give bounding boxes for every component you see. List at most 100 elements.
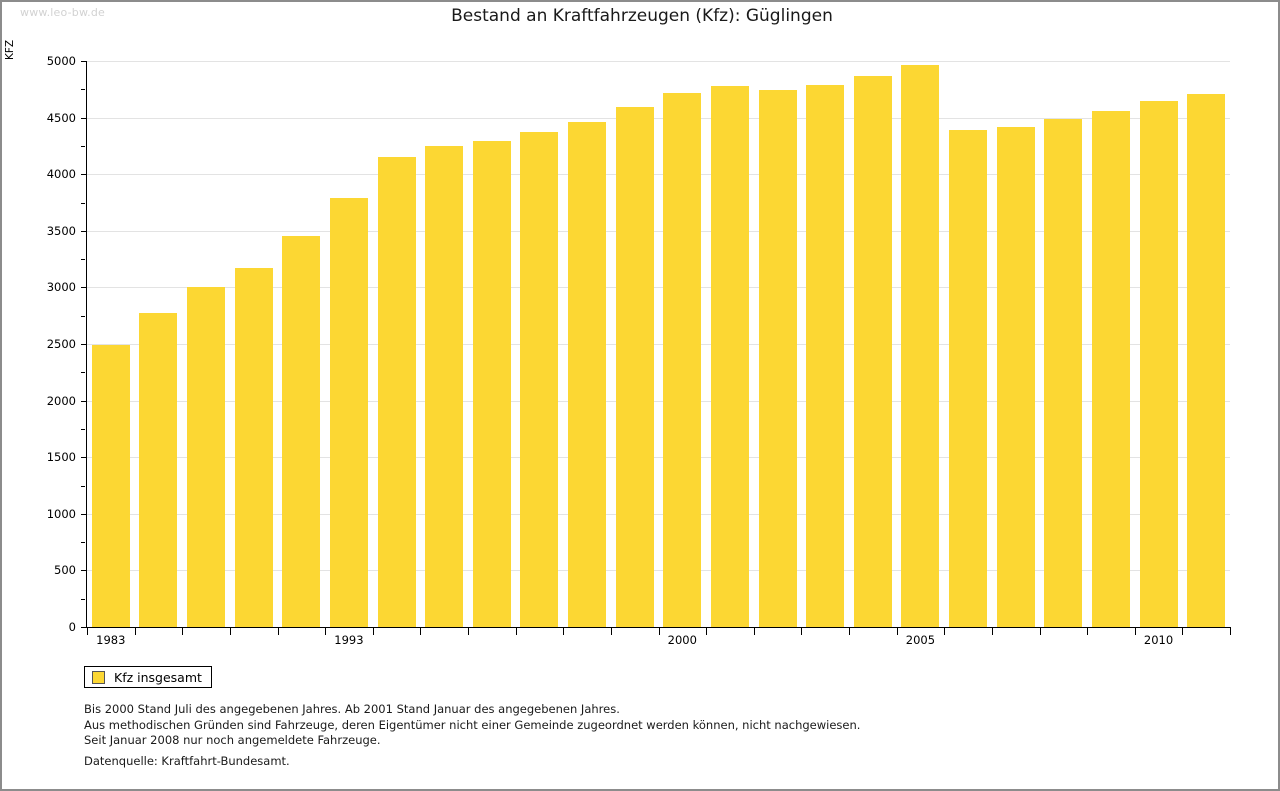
x-axis-tick — [277, 628, 279, 635]
bar[interactable] — [187, 287, 226, 627]
x-axis-tick-label: 1983 — [96, 633, 126, 647]
bar[interactable] — [139, 313, 178, 627]
gridline — [87, 457, 1230, 459]
legend[interactable]: Kfz insgesamt — [84, 666, 212, 688]
y-axis-tick-label: 3500 — [46, 223, 76, 238]
x-axis-tick — [229, 628, 231, 635]
y-axis-tick-label: 1500 — [46, 450, 76, 465]
x-axis-tick — [849, 628, 850, 635]
x-axis-tick — [325, 628, 327, 635]
footnote-line: Seit Januar 2008 nur noch angemeldete Fa… — [84, 733, 381, 747]
y-axis-tick — [81, 61, 87, 62]
gridline — [87, 230, 1230, 232]
y-axis-title: KFZ — [4, 39, 16, 60]
gridline — [87, 174, 1230, 176]
y-axis-tick — [81, 344, 87, 345]
bar[interactable] — [329, 197, 368, 627]
x-axis-tick — [372, 628, 374, 635]
bar[interactable] — [758, 90, 797, 627]
y-axis-tick-label: 500 — [54, 563, 76, 578]
y-axis-tick-label: 5000 — [46, 54, 76, 68]
x-axis-tick — [896, 628, 898, 635]
y-axis-tick — [81, 400, 87, 402]
x-axis-tick-label: 2005 — [905, 633, 936, 647]
bar[interactable] — [91, 345, 130, 627]
x-axis-tick — [801, 628, 803, 635]
bar[interactable] — [710, 86, 749, 627]
bar[interactable] — [1091, 110, 1130, 627]
bar[interactable] — [901, 64, 940, 627]
y-axis-tick — [81, 117, 87, 119]
x-axis-tick — [753, 628, 755, 635]
y-axis-tick-label: 3000 — [46, 280, 76, 295]
y-axis-minor-tick — [81, 145, 85, 147]
x-axis-tick — [420, 628, 422, 635]
y-axis-tick — [81, 230, 87, 232]
x-axis-tick — [1230, 628, 1231, 635]
y-axis-minor-tick — [81, 428, 85, 430]
gridline — [87, 344, 1230, 345]
y-axis-tick-label: 0 — [68, 620, 76, 634]
x-axis-tick — [468, 628, 469, 635]
y-axis-minor-tick — [81, 315, 85, 317]
x-axis-tick — [182, 628, 184, 635]
bar[interactable] — [1139, 100, 1178, 627]
bar[interactable] — [472, 141, 511, 627]
y-axis-minor-tick — [81, 542, 85, 544]
bar[interactable] — [996, 126, 1035, 627]
page-title: Bestand an Kraftfahrzeugen (Kfz): Güglin… — [451, 6, 833, 26]
legend-swatch-icon — [92, 670, 105, 684]
x-axis-line — [86, 627, 1231, 628]
y-axis-minor-tick — [81, 259, 85, 261]
x-axis-tick-label: 1993 — [334, 633, 364, 647]
bar[interactable] — [806, 85, 845, 627]
bar[interactable] — [663, 92, 702, 627]
gridline — [87, 61, 1230, 62]
watermark: www.leo-bw.de — [20, 6, 106, 19]
x-axis-tick — [1134, 628, 1136, 635]
gridline — [87, 570, 1230, 572]
y-axis-tick — [81, 174, 87, 176]
bar[interactable] — [853, 75, 892, 627]
bar[interactable] — [425, 145, 464, 627]
x-axis-tick — [515, 628, 517, 635]
y-axis-tick-label: 2000 — [46, 393, 76, 408]
data-source: Datenquelle: Kraftfahrt-Bundesamt. — [84, 754, 290, 768]
bar[interactable] — [520, 131, 559, 627]
x-axis-tick — [991, 628, 993, 635]
y-axis-minor-tick — [81, 598, 85, 600]
x-axis-tick — [87, 628, 88, 635]
y-axis-tick-label: 2500 — [46, 337, 76, 351]
bar[interactable] — [949, 130, 988, 627]
y-axis-tick — [81, 513, 87, 515]
y-axis-tick — [81, 457, 87, 459]
footnote-line: Aus methodischen Gründen sind Fahrzeuge,… — [84, 717, 861, 732]
y-axis-tick-label: 4000 — [46, 167, 76, 182]
y-axis-tick — [81, 627, 87, 628]
bar[interactable] — [234, 268, 273, 627]
x-axis-tick — [134, 628, 136, 635]
bar[interactable] — [377, 156, 416, 627]
x-axis-tick — [1039, 628, 1041, 635]
bar[interactable] — [615, 107, 654, 627]
plot-area — [87, 61, 1230, 627]
bar[interactable] — [1187, 93, 1226, 627]
bar[interactable] — [568, 121, 607, 627]
gridline — [87, 117, 1230, 119]
y-axis-tick-label: 4500 — [46, 110, 76, 125]
y-axis-minor-tick — [81, 202, 85, 204]
bar[interactable] — [282, 236, 321, 627]
x-axis-tick — [563, 628, 565, 635]
y-axis-minor-tick — [81, 372, 85, 374]
x-axis-tick — [706, 628, 708, 635]
x-axis-tick — [1087, 628, 1089, 635]
bar[interactable] — [1044, 119, 1083, 627]
y-axis-tick — [81, 287, 87, 289]
y-axis-tick-label: 1000 — [46, 506, 76, 521]
x-axis-tick-label: 2010 — [1143, 633, 1174, 647]
legend-item-label: Kfz insgesamt — [114, 669, 202, 685]
x-axis-tick — [610, 628, 612, 635]
y-axis-tick — [81, 570, 87, 572]
footnote-line: Bis 2000 Stand Juli des angegebenen Jahr… — [84, 702, 620, 716]
